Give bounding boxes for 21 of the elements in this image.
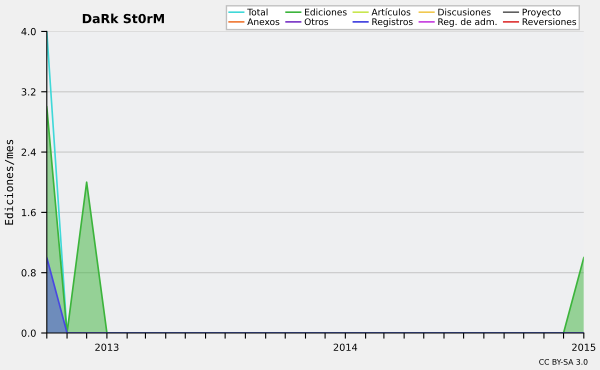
x-tick-label: 2015 [572,344,596,351]
legend-label: Proyecto [522,8,561,18]
legend-label: Anexos [247,18,280,26]
y-tick-label: 0.0 [22,329,36,337]
y-tick-label: 2.4 [22,148,36,156]
legend-label: Otros [304,18,328,26]
x-tick-label: 2014 [334,344,358,351]
y-tick-label: 0.8 [22,269,36,277]
y-axis-title: Ediciones/mes [4,140,14,225]
legend-label: Discusiones [438,8,491,16]
x-tick-label: 2013 [95,344,118,351]
y-tick-label: 4.0 [21,28,36,36]
legend-label: Reversiones [522,18,576,26]
y-tick-label: 3.2 [22,88,36,96]
legend-label: Reg. de adm. [438,18,496,27]
legend-label: Registros [372,18,413,27]
chart-title: DaRk St0rM [82,14,164,24]
legend-label: Ediciones [305,8,347,16]
legend-label: Total [247,8,268,16]
y-tick-label: 1.6 [22,208,36,216]
legend-label: Artículos [372,8,410,16]
